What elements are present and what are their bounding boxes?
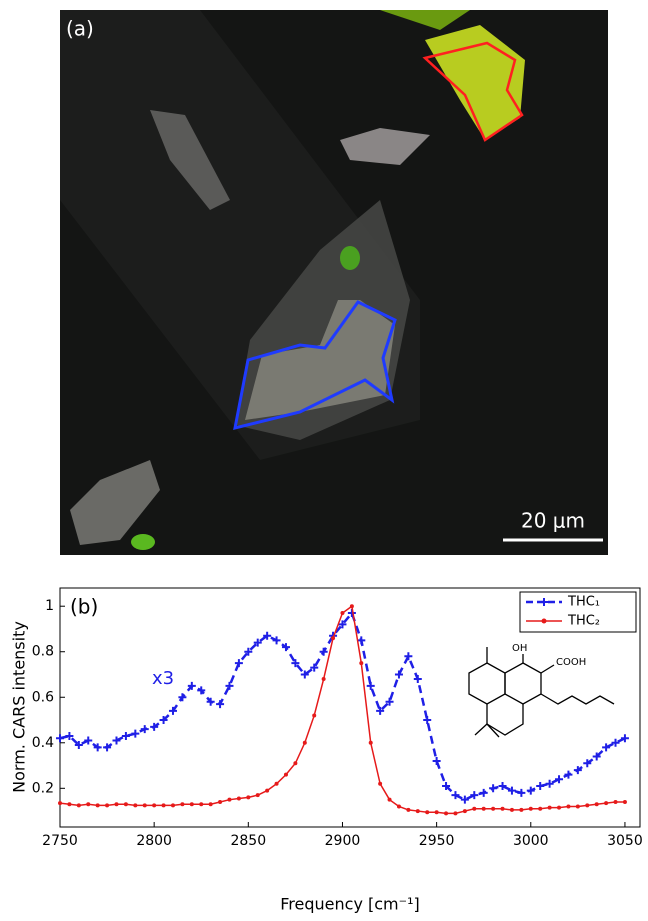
point xyxy=(453,811,457,815)
x-tick-label: 3050 xyxy=(607,833,643,849)
panel-label: (a) xyxy=(66,17,94,41)
x-tick-label: 2950 xyxy=(419,833,455,849)
point xyxy=(227,798,231,802)
legend-label: THC₁ xyxy=(567,595,600,610)
point xyxy=(180,802,184,806)
point xyxy=(86,802,90,806)
point xyxy=(529,807,533,811)
y-axis-label: Norm. CARS intensity xyxy=(10,621,29,793)
point xyxy=(322,677,326,681)
point xyxy=(510,808,514,812)
point xyxy=(435,810,439,814)
point xyxy=(199,802,203,806)
point xyxy=(614,800,618,804)
point xyxy=(303,741,307,745)
point xyxy=(218,800,222,804)
point xyxy=(340,611,344,615)
annotation: x3 xyxy=(152,668,174,689)
figure: (a) 20 μm (b) Frequency [cm⁻¹] Norm. CAR… xyxy=(0,0,648,917)
point xyxy=(604,801,608,805)
point xyxy=(576,805,580,809)
point xyxy=(284,773,288,777)
point xyxy=(96,803,100,807)
point xyxy=(585,803,589,807)
point xyxy=(312,713,316,717)
scale-bar-label: 20 μm xyxy=(521,509,585,533)
point xyxy=(265,789,269,793)
point xyxy=(463,809,467,813)
x-tick-label: 3000 xyxy=(513,833,549,849)
point xyxy=(557,806,561,810)
point xyxy=(275,782,279,786)
structure-label: OH xyxy=(512,643,527,654)
point xyxy=(331,636,335,640)
x-tick-label: 2850 xyxy=(230,833,266,849)
point xyxy=(359,661,363,665)
y-tick-label: 0.4 xyxy=(32,735,54,751)
point xyxy=(519,808,523,812)
legend-marker xyxy=(542,619,547,624)
x-tick-label: 2800 xyxy=(136,833,172,849)
point xyxy=(152,803,156,807)
point xyxy=(416,809,420,813)
point xyxy=(397,805,401,809)
point xyxy=(548,806,552,810)
point xyxy=(472,807,476,811)
x-tick-label: 2900 xyxy=(325,833,361,849)
point xyxy=(378,782,382,786)
point xyxy=(246,795,250,799)
point xyxy=(58,801,62,805)
point xyxy=(237,797,241,801)
point xyxy=(124,802,128,806)
y-tick-label: 0.6 xyxy=(32,689,54,705)
x-axis-label: Frequency [cm⁻¹] xyxy=(280,895,419,914)
point xyxy=(171,803,175,807)
point xyxy=(369,741,373,745)
point xyxy=(162,803,166,807)
point xyxy=(425,810,429,814)
legend-label: THC₂ xyxy=(567,614,600,629)
point xyxy=(491,807,495,811)
point xyxy=(350,604,354,608)
point xyxy=(501,807,505,811)
point xyxy=(143,803,147,807)
point xyxy=(406,808,410,812)
point xyxy=(444,811,448,815)
micrograph: (a) 20 μm xyxy=(60,10,608,555)
point xyxy=(293,761,297,765)
panel-label: (b) xyxy=(70,595,98,619)
y-tick-label: 0.8 xyxy=(32,644,54,660)
x-tick-label: 2750 xyxy=(42,833,78,849)
structure-label: COOH xyxy=(556,657,586,668)
point xyxy=(209,802,213,806)
point xyxy=(133,803,137,807)
point xyxy=(623,800,627,804)
point xyxy=(114,802,118,806)
y-tick-label: 1 xyxy=(45,598,54,614)
point xyxy=(595,802,599,806)
point xyxy=(538,807,542,811)
point xyxy=(566,805,570,809)
point xyxy=(256,793,260,797)
y-tick-label: 0.2 xyxy=(32,780,54,796)
point xyxy=(190,802,194,806)
point xyxy=(67,802,71,806)
point xyxy=(77,803,81,807)
point xyxy=(105,803,109,807)
point xyxy=(388,798,392,802)
point xyxy=(482,807,486,811)
